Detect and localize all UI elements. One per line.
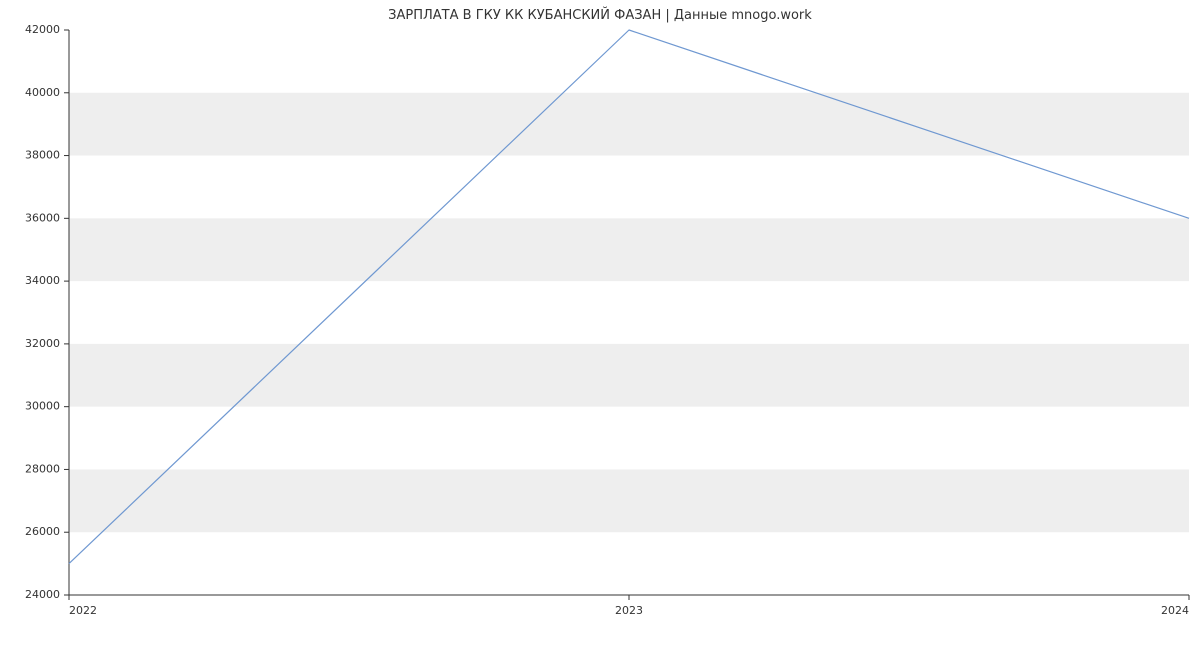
- y-tick-label: 24000: [25, 588, 60, 601]
- y-tick-label: 32000: [25, 337, 60, 350]
- grid-band: [69, 218, 1189, 281]
- y-tick-label: 40000: [25, 86, 60, 99]
- salary-line-chart: ЗАРПЛАТА В ГКУ КК КУБАНСКИЙ ФАЗАН | Данн…: [0, 0, 1200, 650]
- y-tick-label: 30000: [25, 400, 60, 413]
- y-tick-label: 28000: [25, 462, 60, 475]
- y-tick-label: 26000: [25, 525, 60, 538]
- y-tick-label: 34000: [25, 274, 60, 287]
- chart-svg: 24000 26000 28000 30000 32000 34000 36000 38000…: [0, 0, 1200, 650]
- grid-band: [69, 344, 1189, 407]
- y-tick-label: 38000: [25, 149, 60, 162]
- y-tick-label: 36000: [25, 211, 60, 224]
- y-tick-label: 42000: [25, 23, 60, 36]
- x-tick-label: 2023: [615, 604, 643, 617]
- x-tick-label: 2024: [1161, 604, 1189, 617]
- grid-band: [69, 469, 1189, 532]
- grid-band: [69, 93, 1189, 156]
- x-tick-label: 2022: [69, 604, 97, 617]
